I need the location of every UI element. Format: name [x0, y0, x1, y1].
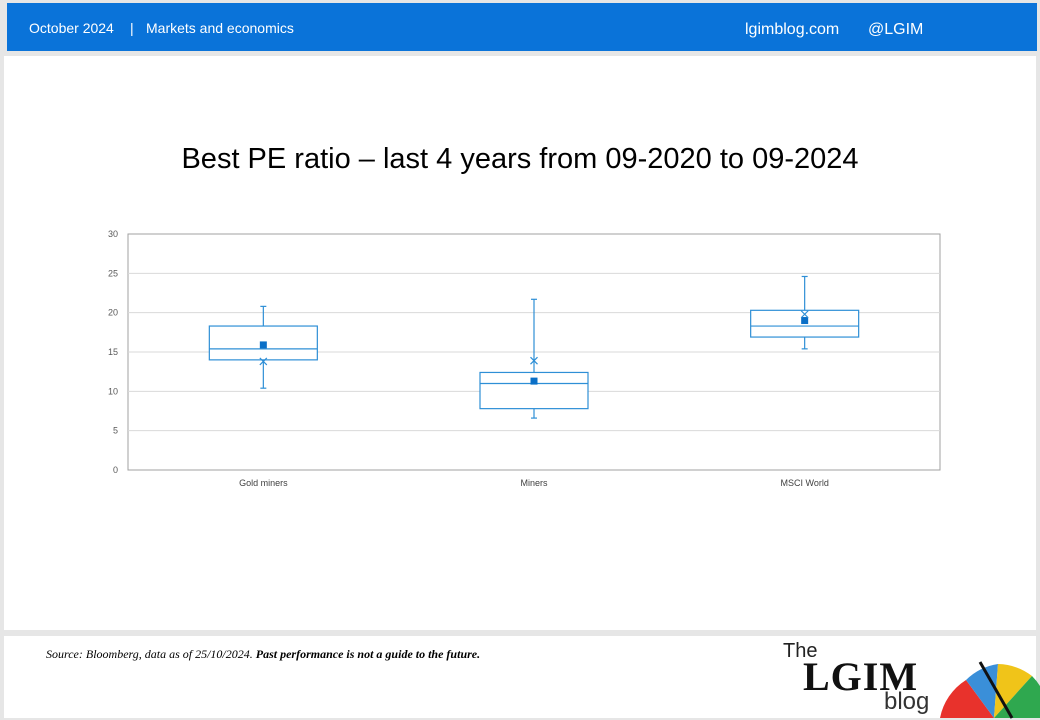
chart-title: Best PE ratio – last 4 years from 09-202…	[181, 143, 859, 175]
x-tick-labels: Gold miners Miners MSCI World	[239, 478, 829, 488]
y-tick-label: 15	[108, 347, 118, 357]
y-tick-label: 10	[108, 386, 118, 396]
logo-the-text: The	[783, 640, 818, 662]
box-msci-world	[750, 275, 860, 350]
y-tick-label: 30	[108, 229, 118, 239]
mean-marker	[259, 341, 267, 349]
header-handle-link[interactable]: @LGIM	[868, 21, 924, 38]
header-site-link[interactable]: lgimblog.com	[745, 21, 840, 38]
mean-marker	[801, 317, 809, 325]
x-tick-label: MSCI World	[780, 478, 828, 488]
y-tick-label: 25	[108, 268, 118, 278]
source-note: Source: Bloomberg, data as of 25/10/2024…	[46, 647, 480, 662]
box-miners	[479, 298, 589, 419]
slide-body	[4, 56, 1036, 630]
x-tick-label: Miners	[520, 478, 548, 488]
y-tick-label: 0	[113, 465, 118, 475]
logo-blog-text: blog	[884, 688, 930, 715]
x-marker	[259, 357, 268, 366]
header-bar: October 2024 | Markets and economics lgi…	[7, 3, 1037, 51]
iqr-box	[208, 325, 318, 361]
x-marker	[530, 356, 538, 365]
mean-marker	[530, 377, 538, 385]
footer-bar	[4, 636, 1036, 718]
disclaimer-text: Past performance is not a guide to the f…	[255, 647, 481, 661]
header-section[interactable]: Markets and economics	[146, 20, 294, 36]
x-marker	[800, 310, 809, 319]
header-date: October 2024	[29, 20, 114, 36]
box-gold-miners	[208, 305, 318, 389]
header-separator: |	[130, 20, 134, 36]
y-tick-label: 20	[108, 308, 118, 318]
source-text: Source: Bloomberg, data as of 25/10/2024…	[46, 647, 256, 661]
y-tick-label: 5	[113, 426, 118, 436]
x-tick-label: Gold miners	[239, 478, 288, 488]
umbrella-icon	[940, 661, 1040, 719]
y-tick-labels: 0 5 10 15 20 25 30	[108, 229, 118, 475]
box-series	[208, 275, 860, 419]
logo-lgim-text: LGIM	[803, 654, 919, 699]
